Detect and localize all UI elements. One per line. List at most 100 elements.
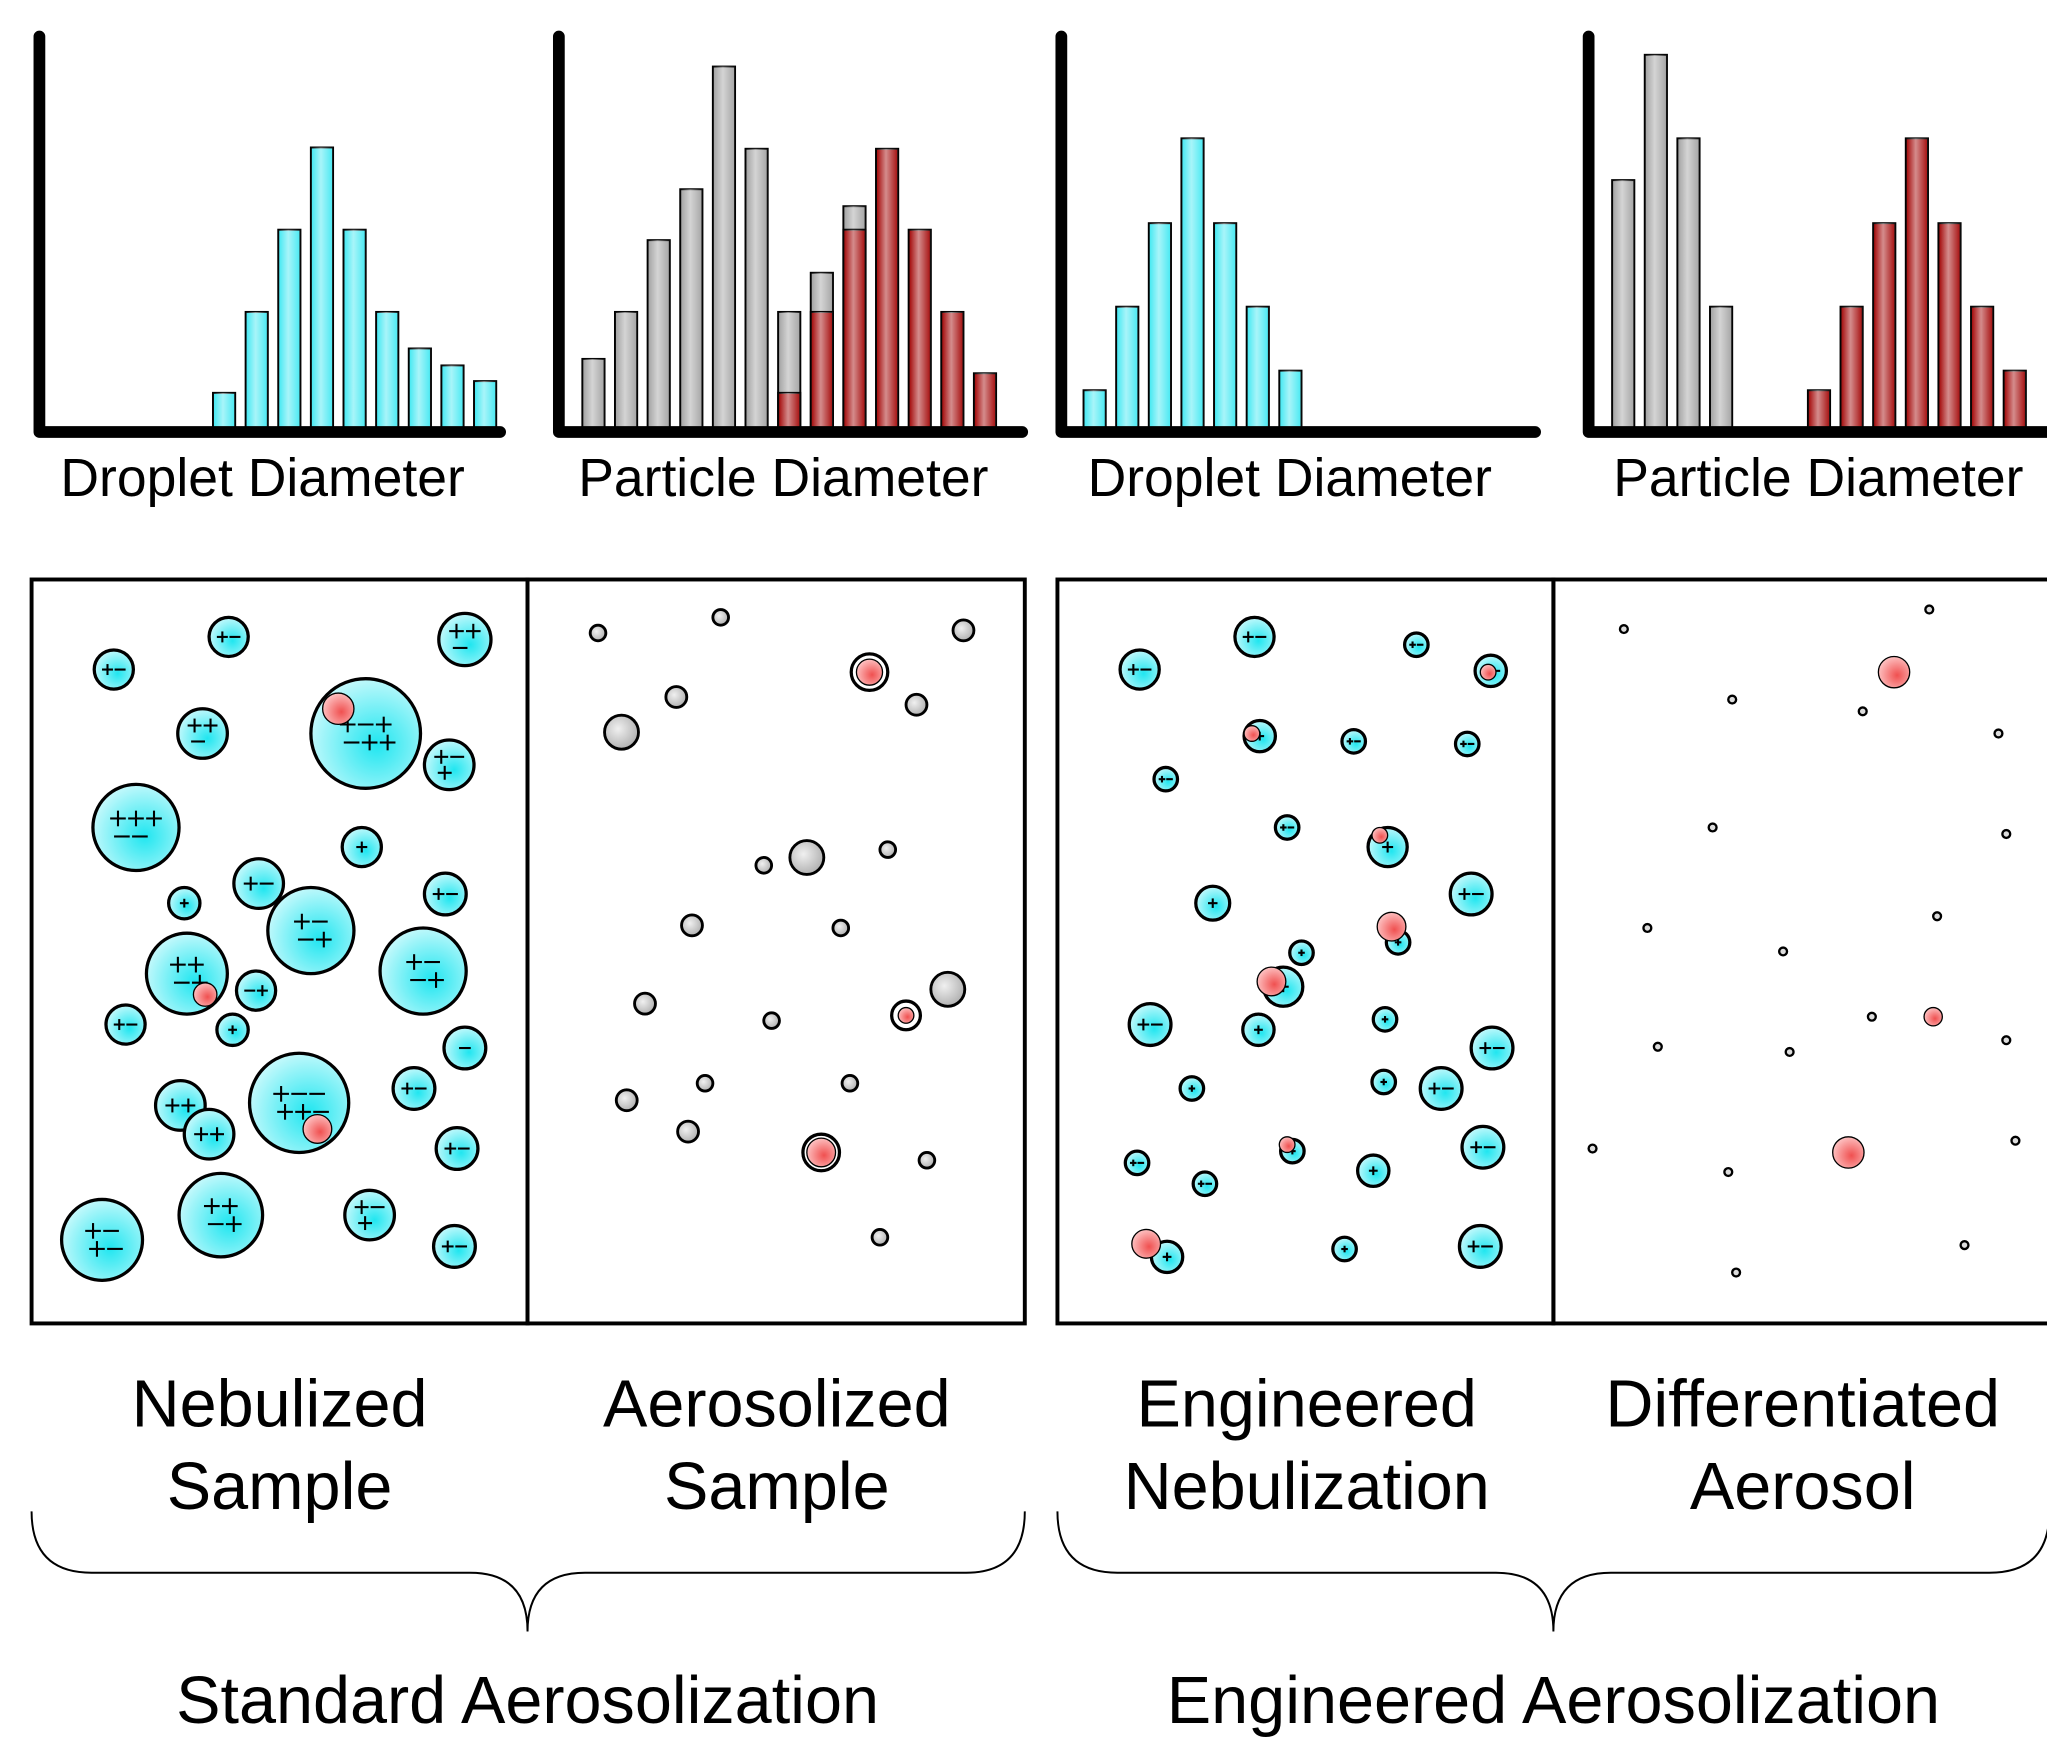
particle	[605, 715, 639, 749]
particle	[906, 694, 927, 715]
particle	[756, 857, 772, 873]
target-particle	[856, 659, 882, 685]
target-particle	[1244, 726, 1260, 742]
particle	[833, 920, 849, 936]
particle	[1859, 707, 1867, 715]
particle	[1709, 824, 1717, 832]
particle	[2002, 1036, 2010, 1044]
droplet	[424, 873, 466, 915]
bar	[1612, 180, 1634, 428]
target-particle	[303, 1115, 332, 1144]
particle	[953, 620, 974, 641]
droplet	[1154, 767, 1177, 790]
bar	[746, 149, 768, 428]
target-particle	[1132, 1229, 1161, 1258]
target-particle	[193, 983, 216, 1006]
target-particle	[1372, 827, 1388, 843]
particle	[1589, 1145, 1597, 1153]
particle	[616, 1090, 637, 1111]
droplet	[1235, 617, 1274, 656]
bar	[778, 393, 800, 428]
panel-label: Sample	[664, 1450, 890, 1524]
particle	[2012, 1137, 2020, 1145]
bar	[843, 230, 865, 428]
panel-frame	[528, 579, 1025, 1323]
particle	[2002, 830, 2010, 838]
droplet	[1193, 1172, 1216, 1195]
panel-label: Sample	[167, 1450, 393, 1524]
target-particle	[807, 1138, 836, 1167]
particle	[713, 610, 729, 626]
particle	[1620, 625, 1628, 633]
bar	[2004, 371, 2026, 428]
droplet	[234, 859, 284, 909]
droplet	[94, 650, 133, 689]
panel-label: Engineered	[1137, 1368, 1477, 1442]
droplet	[345, 1190, 395, 1240]
droplet	[1125, 1151, 1148, 1174]
particle	[666, 687, 687, 708]
droplet	[1450, 873, 1492, 915]
panel-label: Aerosol	[1690, 1450, 1916, 1524]
bar	[1181, 138, 1203, 428]
panel-label: Nebulized	[132, 1368, 428, 1442]
bar	[1214, 223, 1236, 428]
droplet	[1129, 1004, 1171, 1046]
target-particle	[1279, 1137, 1295, 1153]
particle	[919, 1152, 935, 1168]
bar	[1645, 55, 1667, 428]
target-particle	[1480, 664, 1496, 680]
particle	[635, 993, 656, 1014]
particle	[1995, 730, 2003, 738]
particle	[682, 915, 703, 936]
droplet	[311, 679, 421, 789]
particle	[790, 841, 824, 875]
particle	[590, 625, 606, 641]
bar	[1808, 390, 1830, 428]
droplet	[184, 1109, 234, 1159]
droplet	[393, 1068, 435, 1110]
axis-label: Particle Diameter	[1613, 449, 2023, 508]
bar	[409, 348, 431, 428]
bar	[246, 312, 268, 428]
page: {"chart_data": [ {"type": "bar", "x_labe…	[0, 0, 2047, 1745]
bar	[615, 312, 637, 428]
bar	[1279, 371, 1301, 428]
bar	[376, 312, 398, 428]
bar	[278, 230, 300, 428]
bar	[582, 359, 604, 428]
particle	[697, 1075, 713, 1091]
particle	[1933, 912, 1941, 920]
bar	[474, 381, 496, 428]
panel-label: Aerosolized	[603, 1368, 951, 1442]
particle	[1654, 1043, 1662, 1051]
particle	[1732, 1269, 1740, 1277]
bar	[1841, 307, 1863, 428]
bar	[1247, 307, 1269, 428]
particle	[1868, 1013, 1876, 1021]
bar	[648, 240, 670, 428]
particle	[1643, 924, 1651, 932]
particle	[1779, 948, 1787, 956]
axis-label: Droplet Diameter	[60, 449, 464, 508]
droplet	[1120, 650, 1159, 689]
particle	[880, 842, 896, 858]
bar	[876, 149, 898, 428]
bar	[1084, 390, 1106, 428]
bar	[441, 365, 463, 428]
bar	[941, 312, 963, 428]
bar	[213, 393, 235, 428]
bar	[680, 189, 702, 428]
droplet	[179, 1173, 263, 1257]
figure: Nebulized Sample Aerosolized Sample Engi…	[0, 0, 2047, 1745]
particle	[764, 1013, 780, 1029]
droplet	[250, 1053, 349, 1152]
droplet	[236, 971, 275, 1010]
group-label: Engineered Aerosolization	[1167, 1664, 1940, 1738]
droplet	[424, 740, 474, 790]
bar	[1116, 307, 1138, 428]
droplet	[436, 1128, 478, 1170]
droplet	[1275, 816, 1298, 839]
particle	[1724, 1168, 1732, 1176]
bar	[974, 373, 996, 428]
